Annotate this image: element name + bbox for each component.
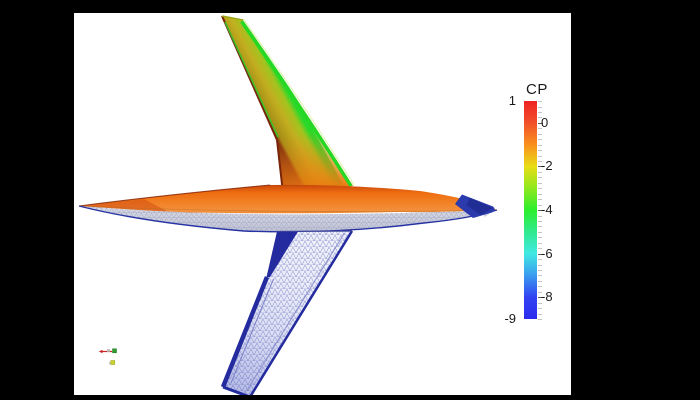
upper-wing-leading-green-stripe (224, 21, 279, 138)
colorbar-major-tick (538, 253, 543, 255)
colorbar-minor-tick (538, 182, 542, 184)
lower-wing-trailing-inner-line (246, 232, 345, 392)
upper-wing-tip-edge (221, 15, 244, 21)
fuselage-tail-navy-core (466, 198, 493, 215)
fuselage-top-ridge-line (78, 184, 271, 207)
colorbar-major-tick (538, 122, 543, 124)
colorbar-tick-label: -8 (541, 289, 553, 305)
colorbar-minor-tick (538, 280, 542, 282)
upper-wing-root-pressure-blend (222, 16, 353, 193)
fuselage-belly-mesh (79, 206, 497, 232)
colorbar-minor-tick (538, 155, 542, 157)
colorbar-minor-tick (538, 111, 542, 113)
colorbar-title: CP (526, 81, 548, 98)
colorbar-minor-tick (538, 161, 542, 162)
lower-wing-leading-edge (220, 276, 270, 388)
aircraft-cfd-render (78, 15, 498, 395)
colorbar-minor-tick (538, 275, 542, 277)
axis-gray-label (107, 349, 110, 352)
colorbar-minor-tick (538, 226, 542, 228)
z-axis-icon (110, 360, 116, 365)
fuselage-upper-surface (79, 184, 497, 214)
colorbar-tick-label: 0 (541, 114, 549, 130)
colorbar-minor-tick (538, 199, 542, 201)
colorbar-minor-tick (538, 291, 542, 293)
lower-wing-root-leading-band (266, 231, 298, 277)
colorbar-minor-tick (538, 313, 542, 315)
colorbar-major-tick (538, 297, 543, 299)
colorbar-minor-tick (538, 139, 542, 141)
colorbar-minor-tick (538, 242, 542, 244)
colorbar-minor-tick (538, 237, 542, 239)
colorbar-tick-label: -4 (541, 202, 553, 217)
colorbar-minor-tick (538, 248, 542, 250)
colorbar-minor-tick (538, 231, 542, 233)
fuselage (78, 184, 498, 233)
colorbar-minor-tick (538, 117, 542, 119)
colorbar-minor-tick (538, 193, 542, 195)
x-axis-arrowhead-icon (98, 349, 103, 354)
colorbar-major-tick (538, 166, 543, 168)
y-axis-icon (112, 348, 117, 354)
upper-wing-leading-edge (221, 15, 284, 194)
fuselage-waterline (78, 205, 498, 212)
lower-wing-root-junction-line (276, 230, 353, 233)
colorbar-tick-label: -2 (541, 158, 553, 174)
colorbar-minor-tick (538, 101, 542, 102)
lower-wing-mesh (220, 230, 354, 395)
colorbar-minor-tick (538, 220, 542, 222)
lower-wing-leading-inner-line (230, 278, 274, 384)
axis-gray-label-2 (109, 362, 112, 365)
colorbar-major-tick (538, 210, 543, 211)
colorbar-minor-tick (538, 171, 542, 173)
colorbar-minor-tick (538, 150, 542, 152)
colorbar-minor-tick (538, 270, 542, 271)
colorbar-legend[interactable]: CP 1 -9 0 -2 -4 -6 -8 (504, 81, 571, 343)
lower-wing-tip-edge (222, 385, 249, 395)
colorbar-minor-tick (538, 302, 542, 304)
colorbar-minor-tick (538, 188, 542, 190)
colorbar-minor-tick (538, 264, 542, 266)
upper-wing-surface (221, 15, 355, 194)
colorbar-minor-tick (538, 144, 542, 146)
colorbar-minor-tick (538, 308, 542, 310)
colorbar-minor-tick (538, 204, 542, 206)
colorbar-max-label: 1 (508, 93, 516, 108)
lower-wing-trailing-edge (249, 230, 354, 395)
colorbar-minor-tick (538, 286, 542, 288)
colorbar-minor-tick (538, 319, 542, 320)
lower-wing-tint (223, 231, 352, 395)
colorbar-minor-tick (538, 259, 542, 260)
upper-wing-trailing-green-stripe (240, 20, 353, 187)
colorbar-minor-tick (538, 128, 542, 130)
colorbar-min-label: -9 (504, 311, 516, 326)
colorbar-gradient-bar (524, 101, 543, 320)
colorbar-minor-tick (538, 133, 542, 135)
upper-wing-trailing-edge-highlight (243, 18, 355, 186)
orientation-axes-widget[interactable] (98, 348, 117, 365)
colorbar-tick-label: -6 (541, 245, 553, 261)
colorbar-minor-tick (538, 215, 542, 217)
render-viewport-3d[interactable]: CP 1 -9 0 -2 -4 -6 -8 (74, 13, 571, 395)
colorbar-minor-tick (538, 106, 542, 108)
colorbar-minor-tick (538, 177, 542, 179)
